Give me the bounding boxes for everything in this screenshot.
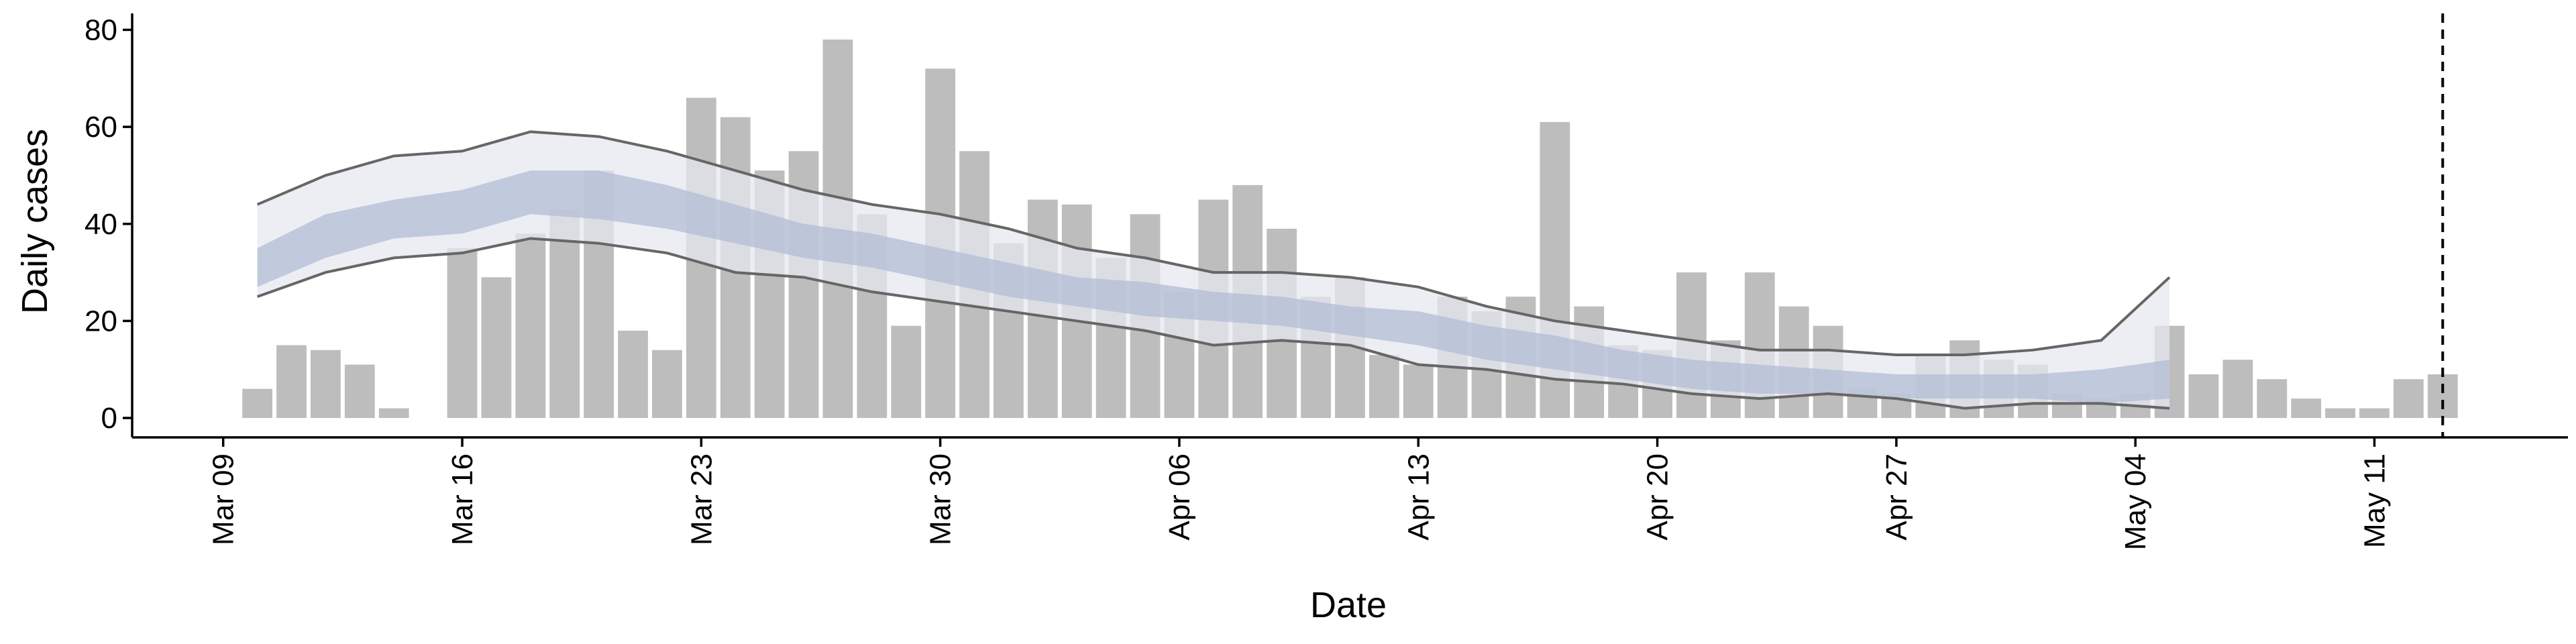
x-tick-label: Mar 30	[924, 453, 957, 545]
x-axis-title: Date	[1310, 585, 1387, 625]
bar	[549, 209, 580, 419]
band-edge	[256, 130, 2171, 357]
x-tick-label: Apr 06	[1163, 453, 1196, 541]
bar	[344, 364, 375, 419]
bar	[311, 350, 341, 419]
bar	[447, 248, 478, 419]
bar	[652, 350, 682, 419]
bar	[2325, 408, 2355, 419]
bar	[2257, 379, 2288, 419]
x-tick-label: Apr 27	[1880, 453, 1913, 541]
y-axis-title: Daily cases	[15, 129, 55, 314]
y-tick-label: 60	[85, 111, 117, 144]
bar	[1368, 355, 1399, 419]
bar	[276, 345, 307, 419]
bar	[1403, 364, 1434, 419]
bar	[2188, 374, 2219, 419]
y-tick-label: 20	[85, 305, 117, 337]
bar	[515, 233, 546, 419]
bar	[2359, 408, 2390, 419]
band-edge	[256, 237, 2170, 410]
bar	[2222, 360, 2253, 419]
bar	[481, 277, 512, 419]
bar	[378, 408, 409, 419]
bar	[2291, 398, 2322, 419]
x-tick-label: Mar 09	[207, 453, 240, 545]
y-tick-label: 40	[85, 208, 117, 241]
x-tick-label: May 04	[2119, 453, 2152, 550]
y-tick-label: 80	[85, 13, 117, 46]
x-tick-label: May 11	[2358, 453, 2391, 548]
y-tick-label: 0	[101, 402, 117, 435]
x-tick-label: Apr 13	[1402, 453, 1435, 541]
bar	[891, 325, 922, 419]
bar	[2427, 374, 2458, 419]
bar	[242, 388, 273, 419]
bar	[618, 330, 648, 419]
x-tick-label: Apr 20	[1642, 453, 1674, 541]
inner-band	[257, 170, 2170, 404]
x-tick-label: Mar 16	[446, 453, 479, 545]
bar	[2393, 379, 2424, 419]
outer-band	[257, 131, 2170, 409]
x-tick-label: Mar 23	[685, 453, 718, 545]
